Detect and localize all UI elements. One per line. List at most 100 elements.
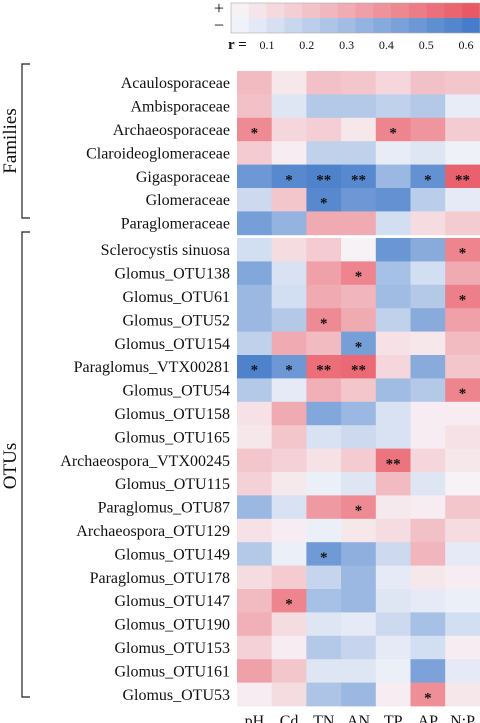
heatmap-cell bbox=[410, 355, 446, 379]
heatmap-cell bbox=[306, 495, 342, 520]
otus-bracket bbox=[21, 231, 30, 698]
heatmap-cell bbox=[410, 635, 446, 660]
heatmap-cell bbox=[375, 635, 411, 660]
heatmap-cell bbox=[237, 188, 273, 212]
legend-positive-swatch bbox=[391, 3, 410, 18]
heatmap-cell bbox=[341, 355, 377, 379]
heatmap-cell bbox=[375, 355, 411, 379]
heatmap-cell bbox=[375, 211, 411, 236]
legend-negative-swatch bbox=[426, 18, 445, 33]
heatmap-cell bbox=[375, 94, 411, 119]
heatmap-cell bbox=[237, 612, 273, 637]
legend-negative-swatch bbox=[284, 18, 303, 33]
legend-negative-swatch bbox=[408, 18, 428, 33]
row-label: Glomus_OTU190 bbox=[114, 617, 230, 634]
row-label: Sclerocystis sinuosa bbox=[101, 242, 230, 259]
heatmap-cell bbox=[410, 518, 446, 543]
heatmap-cell bbox=[375, 331, 411, 356]
heatmap-cell bbox=[306, 238, 342, 262]
heatmap-cell bbox=[237, 682, 273, 707]
significance-star: * bbox=[424, 172, 432, 188]
heatmap-cell bbox=[271, 141, 307, 165]
row-label: Glomus_OTU53 bbox=[122, 687, 230, 704]
heatmap-cell bbox=[375, 612, 411, 637]
legend-positive-swatch bbox=[408, 3, 428, 18]
legend-negative-symbol: − bbox=[214, 15, 224, 35]
heatmap-cell bbox=[237, 355, 273, 379]
heatmap-cell bbox=[375, 261, 411, 286]
row-label: Archaeospora_VTX00245 bbox=[60, 453, 230, 470]
heatmap-cell bbox=[271, 518, 307, 543]
heatmap-cell bbox=[341, 211, 377, 236]
legend-negative-swatch bbox=[231, 18, 250, 33]
legend-positive-swatch bbox=[231, 3, 250, 18]
heatmap-cell bbox=[341, 117, 377, 142]
heatmap-cell bbox=[306, 518, 342, 543]
heatmap-cell bbox=[237, 495, 273, 520]
heatmap-cell bbox=[237, 71, 273, 95]
heatmap-cell bbox=[306, 659, 342, 683]
significance-star: * bbox=[459, 246, 467, 262]
legend-negative-swatch bbox=[444, 18, 463, 33]
significance-star: ** bbox=[455, 172, 470, 188]
heatmap-cell bbox=[271, 425, 307, 449]
heatmap-cell bbox=[271, 117, 307, 142]
heatmap-cell bbox=[271, 635, 307, 660]
legend-r-label: r = bbox=[228, 37, 247, 53]
heatmap-cell bbox=[375, 141, 411, 165]
heatmap-cell bbox=[375, 238, 411, 262]
legend-tick-labels: 0.1 0.2 0.3 0.4 0.5 0.6 bbox=[260, 38, 474, 52]
legend-positive-swatch bbox=[266, 3, 285, 18]
significance-star: * bbox=[320, 550, 328, 566]
heatmap-cell bbox=[237, 284, 273, 309]
heatmap-cell bbox=[410, 565, 446, 590]
legend-positive-swatch bbox=[248, 3, 267, 18]
significance-star: * bbox=[355, 269, 363, 285]
heatmap-cell bbox=[306, 331, 342, 356]
heatmap-cell bbox=[341, 141, 377, 165]
heatmap-cell bbox=[445, 589, 480, 613]
heatmap-cell bbox=[445, 542, 480, 566]
heatmap-cell bbox=[306, 164, 342, 189]
heatmap-cell bbox=[271, 238, 307, 262]
heatmap-cell bbox=[410, 238, 446, 262]
heatmap-cell bbox=[375, 308, 411, 332]
row-label: Glomus_OTU165 bbox=[114, 429, 230, 446]
column-label: TN bbox=[313, 713, 335, 723]
heatmap-cell bbox=[271, 542, 307, 566]
legend-negative-swatch bbox=[462, 18, 480, 33]
heatmap-cell bbox=[410, 331, 446, 356]
heatmap-cell bbox=[445, 518, 480, 543]
significance-star: ** bbox=[316, 172, 331, 188]
column-label: pH bbox=[245, 713, 265, 723]
legend-negative-swatch bbox=[337, 18, 356, 33]
heatmap-cell bbox=[271, 495, 307, 520]
row-label: Glomus_OTU115 bbox=[115, 476, 230, 493]
heatmap-cell bbox=[237, 518, 273, 543]
row-label: Glomus_OTU138 bbox=[114, 266, 230, 283]
row-label: Claroideoglomeraceae bbox=[86, 145, 230, 162]
significance-star: * bbox=[251, 363, 259, 379]
heatmap-cell bbox=[306, 94, 342, 119]
heatmap-cell bbox=[445, 211, 480, 236]
heatmap-cell bbox=[341, 565, 377, 590]
row-label: Glomus_OTU158 bbox=[114, 406, 230, 423]
heatmap-cell bbox=[445, 261, 480, 286]
heatmap-cell bbox=[271, 448, 307, 473]
heatmap-cell bbox=[410, 589, 446, 613]
heatmap-cell bbox=[341, 401, 377, 426]
heatmap-cell bbox=[306, 472, 342, 496]
heatmap-cell bbox=[341, 682, 377, 707]
heatmap-cell bbox=[341, 495, 377, 520]
heatmap-cell bbox=[341, 378, 377, 403]
significance-star: * bbox=[320, 196, 328, 212]
legend-negative-swatch bbox=[391, 18, 410, 33]
heatmap-cell bbox=[341, 164, 377, 189]
heatmap-cell bbox=[410, 612, 446, 637]
row-label: Glomus_OTU149 bbox=[114, 546, 230, 563]
row-labels: Acaulosporaceae Ambisporaceae Archaeospora… bbox=[60, 75, 230, 704]
heatmap-cell bbox=[341, 542, 377, 566]
row-label: Glomus_OTU153 bbox=[114, 640, 230, 657]
heatmap-cell bbox=[375, 518, 411, 543]
heatmap-cell bbox=[306, 682, 342, 707]
